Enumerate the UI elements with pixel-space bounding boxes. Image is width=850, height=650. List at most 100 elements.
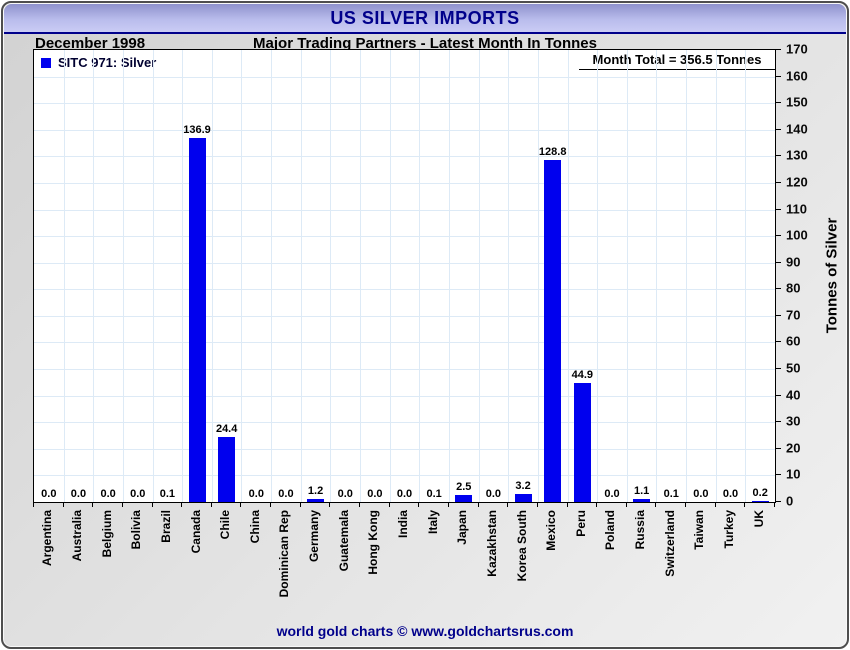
gridline-horizontal bbox=[34, 103, 775, 105]
y-tick-label: 110 bbox=[786, 201, 807, 217]
y-tick-label: 0 bbox=[786, 493, 794, 509]
footer-credit: world gold charts © www.goldchartsrus.co… bbox=[276, 623, 574, 639]
bar-value-label: 0.0 bbox=[337, 488, 353, 500]
gridline-vertical bbox=[656, 50, 658, 502]
y-tick-label: 10 bbox=[786, 466, 801, 482]
y-axis-tick bbox=[775, 155, 781, 157]
x-axis-tick bbox=[655, 502, 657, 507]
x-axis-tick bbox=[774, 502, 775, 507]
y-axis: 0 10 20 30 40 50 60 70 80 90 100 110 120 130 140 150 160… bbox=[774, 42, 847, 509]
y-axis-tick bbox=[775, 102, 781, 104]
date-label: December 1998 bbox=[35, 35, 146, 52]
bar bbox=[218, 437, 236, 502]
gridline-vertical bbox=[360, 50, 362, 502]
gridline-horizontal bbox=[34, 182, 775, 184]
bar-value-label: 0.1 bbox=[159, 487, 176, 500]
bar-value-label: 1.2 bbox=[307, 484, 324, 497]
gridline-horizontal bbox=[34, 395, 775, 397]
legend-label: SITC 971: Silver bbox=[58, 55, 157, 70]
y-axis-tick bbox=[775, 341, 781, 343]
x-axis-tick bbox=[536, 502, 538, 507]
y-axis-tick bbox=[775, 394, 781, 396]
y-tick-label: 50 bbox=[786, 360, 801, 376]
gridline-vertical bbox=[300, 50, 302, 502]
bar bbox=[573, 382, 591, 502]
bar-value-label: 1.1 bbox=[633, 485, 650, 498]
x-tick-label: Switzerland bbox=[662, 510, 677, 577]
x-tick-label: Dominican Rep bbox=[277, 510, 292, 598]
gridline-horizontal bbox=[34, 448, 775, 450]
gridline-horizontal bbox=[34, 342, 775, 344]
x-axis-tick bbox=[507, 502, 509, 507]
legend: SITC 971: Silver bbox=[41, 55, 156, 70]
bar-value-label: 3.2 bbox=[515, 479, 531, 492]
x-tick-label: Hong Kong bbox=[366, 510, 381, 575]
x-axis-tick bbox=[566, 502, 568, 507]
gridline-vertical bbox=[211, 50, 213, 502]
gridline-vertical bbox=[419, 50, 421, 502]
x-axis-tick bbox=[299, 502, 301, 507]
bar-value-label: 128.8 bbox=[538, 145, 567, 158]
gridline-vertical bbox=[389, 50, 391, 502]
y-axis-tick bbox=[775, 128, 781, 130]
y-tick-label: 160 bbox=[786, 68, 808, 84]
gridline-horizontal bbox=[34, 289, 775, 291]
bar bbox=[307, 498, 325, 502]
x-tick-label: Turkey bbox=[722, 510, 737, 549]
x-axis-tick bbox=[210, 502, 212, 507]
x-tick-label: Belgium bbox=[99, 510, 114, 558]
y-tick-label: 20 bbox=[786, 440, 801, 456]
y-tick-label: 170 bbox=[786, 41, 808, 57]
x-tick-label: Bolivia bbox=[129, 510, 144, 550]
x-axis-tick bbox=[270, 502, 272, 507]
x-axis-tick bbox=[359, 502, 361, 507]
gridline-vertical bbox=[271, 50, 273, 502]
gridline-horizontal bbox=[34, 475, 775, 477]
bar-value-label: 0.0 bbox=[278, 488, 294, 500]
month-total-annotation: Month Total = 356.5 Tonnes bbox=[579, 50, 775, 70]
bar-value-label: 0.0 bbox=[722, 488, 739, 500]
bar bbox=[514, 493, 532, 502]
x-tick-label: Korea South bbox=[514, 510, 529, 582]
x-axis-tick bbox=[685, 502, 687, 507]
y-tick-label: 120 bbox=[786, 174, 808, 190]
bar-value-label: 44.9 bbox=[571, 368, 594, 381]
x-axis-tick bbox=[240, 502, 242, 507]
x-tick-label: Chile bbox=[218, 510, 233, 540]
bar-value-label: 0.0 bbox=[693, 488, 709, 500]
y-axis-tick bbox=[775, 261, 781, 263]
x-axis-tick bbox=[62, 502, 64, 507]
x-axis-tick bbox=[151, 502, 153, 507]
y-tick-label: 80 bbox=[786, 280, 801, 296]
bar-value-label: 0.2 bbox=[752, 487, 768, 500]
x-axis-tick bbox=[447, 502, 449, 507]
x-tick-label: Guatemala bbox=[336, 510, 351, 572]
bar-value-label: 0.0 bbox=[70, 488, 87, 500]
y-axis-tick bbox=[775, 421, 781, 423]
legend-swatch-icon bbox=[41, 57, 51, 68]
x-tick-label: India bbox=[396, 510, 410, 539]
x-tick-label: Poland bbox=[603, 510, 618, 551]
x-axis-tick bbox=[625, 502, 627, 507]
gridline-vertical bbox=[122, 50, 124, 502]
chart-subtitle: Major Trading Partners - Latest Month In… bbox=[253, 35, 597, 52]
x-tick-label: Peru bbox=[573, 510, 588, 537]
y-axis-tick bbox=[775, 501, 781, 502]
bar-value-label: 24.4 bbox=[215, 423, 238, 436]
gridline-horizontal bbox=[34, 156, 775, 158]
x-axis: Argentina Australia Belgium Bolivia Brazil Ca… bbox=[33, 502, 775, 632]
gridline-vertical bbox=[241, 50, 243, 502]
bar-value-label: 2.5 bbox=[456, 481, 472, 494]
gridline-vertical bbox=[478, 50, 480, 502]
bar-value-label: 0.0 bbox=[604, 488, 620, 500]
header-row: December 1998 Major Trading Partners - L… bbox=[3, 35, 847, 52]
gridline-vertical bbox=[537, 50, 539, 502]
x-tick-label: Russia bbox=[633, 510, 648, 550]
x-axis-tick bbox=[329, 502, 331, 507]
x-tick-label: Mexico bbox=[544, 510, 559, 551]
x-tick-label: Italy bbox=[425, 510, 440, 535]
bar-value-label: 0.1 bbox=[426, 487, 442, 500]
y-tick-label: 40 bbox=[786, 387, 801, 403]
gridline-vertical bbox=[686, 50, 688, 502]
